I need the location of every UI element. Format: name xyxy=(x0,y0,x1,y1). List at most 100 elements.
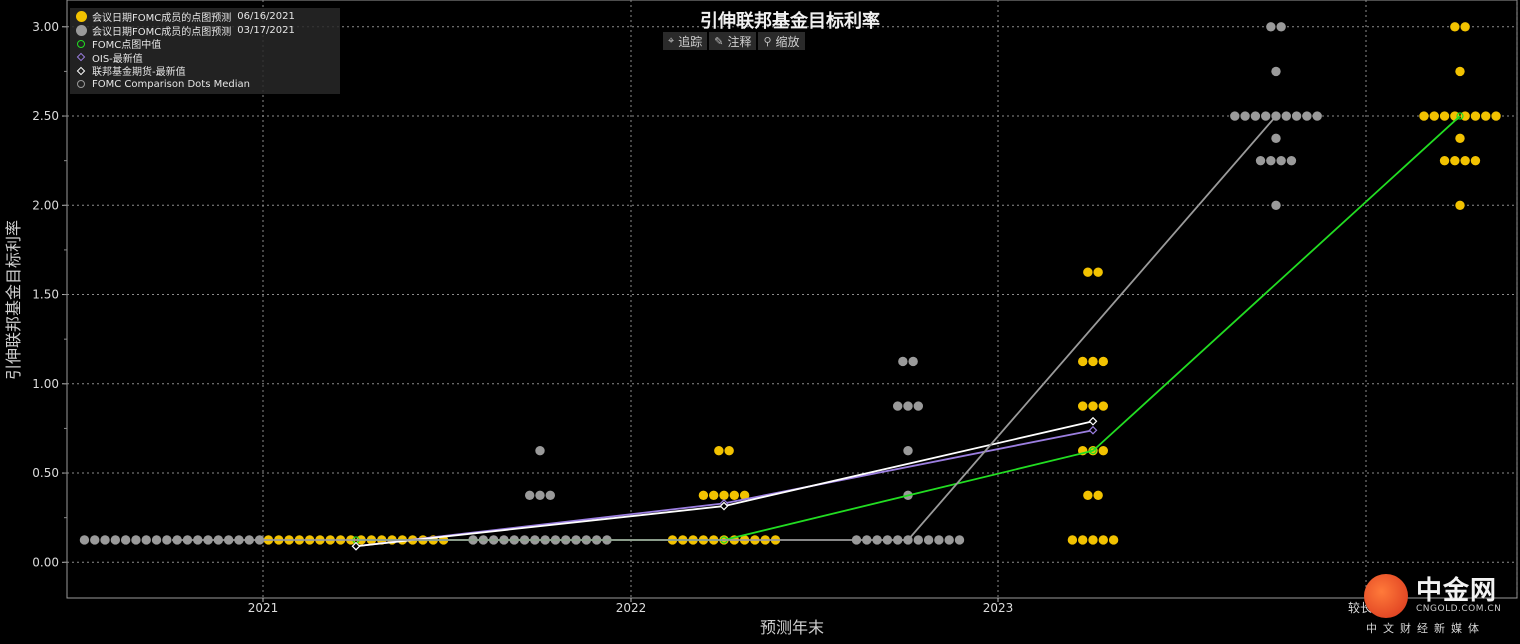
dot-point xyxy=(535,446,545,456)
series-marker xyxy=(1088,425,1098,435)
dot-point xyxy=(1460,111,1470,121)
y-tick-label: 1.50 xyxy=(32,288,59,302)
dot-point xyxy=(1240,111,1250,121)
logo-domain: CNGOLD.COM.CN xyxy=(1416,604,1502,614)
logo-tagline: 中文财经新媒体 xyxy=(1366,622,1485,635)
y-tick-label: 0.50 xyxy=(32,466,59,480)
series-line xyxy=(355,429,1094,548)
dot-point xyxy=(1286,155,1297,166)
chart-title: 引伸联邦基金目标利率 xyxy=(700,11,880,32)
plot-frame xyxy=(66,0,1518,599)
dot-point xyxy=(1098,535,1109,545)
track-label: 追踪 xyxy=(678,34,703,49)
dot-point xyxy=(1470,111,1481,121)
dot-point xyxy=(1093,267,1103,277)
logo-name: 中金网 xyxy=(1416,576,1498,606)
x-tick-label: 2022 xyxy=(616,601,647,615)
dot-point xyxy=(1078,401,1088,411)
legend-label: FOMC点图中值 xyxy=(92,40,162,52)
legend-swatch xyxy=(74,80,88,89)
annotate-label: 注释 xyxy=(727,34,752,49)
dot-point xyxy=(1455,133,1465,144)
dot-point xyxy=(898,356,908,367)
legend-item: 会议日期FOMC成员的点图预测 03/17/2021 xyxy=(74,24,336,38)
dot-point xyxy=(1230,111,1240,121)
dot-point xyxy=(1276,155,1286,166)
dot-point xyxy=(739,490,750,501)
dot-point xyxy=(1098,401,1109,411)
series-marker xyxy=(1456,112,1464,120)
dot-point xyxy=(709,490,719,501)
series-marker xyxy=(719,501,729,511)
dot-point xyxy=(1271,66,1281,77)
legend-item: OIS-最新值 xyxy=(74,51,336,65)
dot-point xyxy=(1470,155,1481,166)
dot-point xyxy=(1098,446,1109,456)
y-tick-label: 1.00 xyxy=(32,377,59,391)
dot-point xyxy=(1088,401,1098,411)
watermark-logo: 中金网 CNGOLD.COM.CN 中文财经新媒体 xyxy=(1360,570,1510,638)
dot-point xyxy=(903,401,913,411)
dot-point xyxy=(535,490,545,501)
dot-point xyxy=(1266,22,1276,32)
series-marker xyxy=(1088,416,1098,426)
zoom-button[interactable]: ⚲ 缩放 xyxy=(758,32,805,50)
legend-swatch xyxy=(74,39,88,48)
pencil-icon: ✎ xyxy=(714,34,724,48)
dot-point xyxy=(79,535,90,545)
legend-label: 会议日期FOMC成员的点图预测 xyxy=(92,13,232,25)
dot-point xyxy=(1302,111,1312,121)
dot-point xyxy=(1083,490,1093,501)
legend-date: 06/16/2021 xyxy=(237,11,295,23)
annotate-button[interactable]: ✎ 注释 xyxy=(709,32,757,50)
dot-point xyxy=(1450,111,1460,121)
dot-point xyxy=(1108,535,1119,545)
dot-point xyxy=(1078,356,1088,367)
dot-point xyxy=(100,535,110,545)
dot-point xyxy=(1312,111,1322,121)
legend-label: 联邦基金期货-最新值 xyxy=(92,67,186,79)
logo-emblem-icon xyxy=(1364,574,1408,618)
dot-point xyxy=(1491,111,1501,121)
dot-point xyxy=(1078,535,1088,545)
series-line xyxy=(355,420,1094,548)
dot-point xyxy=(151,535,162,545)
dot-point xyxy=(1250,111,1261,121)
dot-point xyxy=(903,446,913,456)
dot-point xyxy=(1088,535,1098,545)
dot-point xyxy=(162,535,172,545)
dot-point xyxy=(1439,155,1450,166)
dot-point xyxy=(698,490,709,501)
dot-point xyxy=(1083,267,1093,277)
dot-point xyxy=(545,490,555,501)
legend-label: 会议日期FOMC成员的点图预测 xyxy=(92,26,232,38)
dot-point xyxy=(90,535,100,545)
dot-point xyxy=(1276,22,1286,32)
dot-point xyxy=(1460,22,1470,32)
dot-point xyxy=(1455,66,1465,77)
legend-date: 03/17/2021 xyxy=(237,24,295,36)
dot-point xyxy=(1281,111,1292,121)
legend-item: 联邦基金期货-最新值 xyxy=(74,64,336,78)
chart-legend: 会议日期FOMC成员的点图预测 06/16/2021 会议日期FOMC成员的点图预测… xyxy=(70,8,340,94)
legend-label: FOMC Comparison Dots Median xyxy=(92,78,250,90)
dot-point xyxy=(954,535,965,545)
dot-point xyxy=(141,535,151,545)
y-tick-label: 2.00 xyxy=(32,198,59,212)
dot-point xyxy=(1429,111,1439,121)
crosshair-icon: ⌖ xyxy=(668,34,675,47)
zoom-label: 缩放 xyxy=(775,34,800,49)
dot-point xyxy=(1439,111,1450,121)
chart-toolbar: ⌖ 追踪 ✎ 注释 ⚲ 缩放 xyxy=(663,32,805,50)
dot-point xyxy=(110,535,121,545)
dot-point xyxy=(1481,111,1491,121)
dot-point xyxy=(719,490,729,501)
y-axis-label: 引伸联邦基金目标利率 xyxy=(4,219,23,381)
dot-point xyxy=(714,446,724,456)
dot-point xyxy=(1271,133,1281,144)
dot-point xyxy=(913,535,923,545)
y-tick-label: 3.00 xyxy=(32,20,59,34)
legend-swatch xyxy=(74,11,88,23)
track-button[interactable]: ⌖ 追踪 xyxy=(663,32,708,50)
